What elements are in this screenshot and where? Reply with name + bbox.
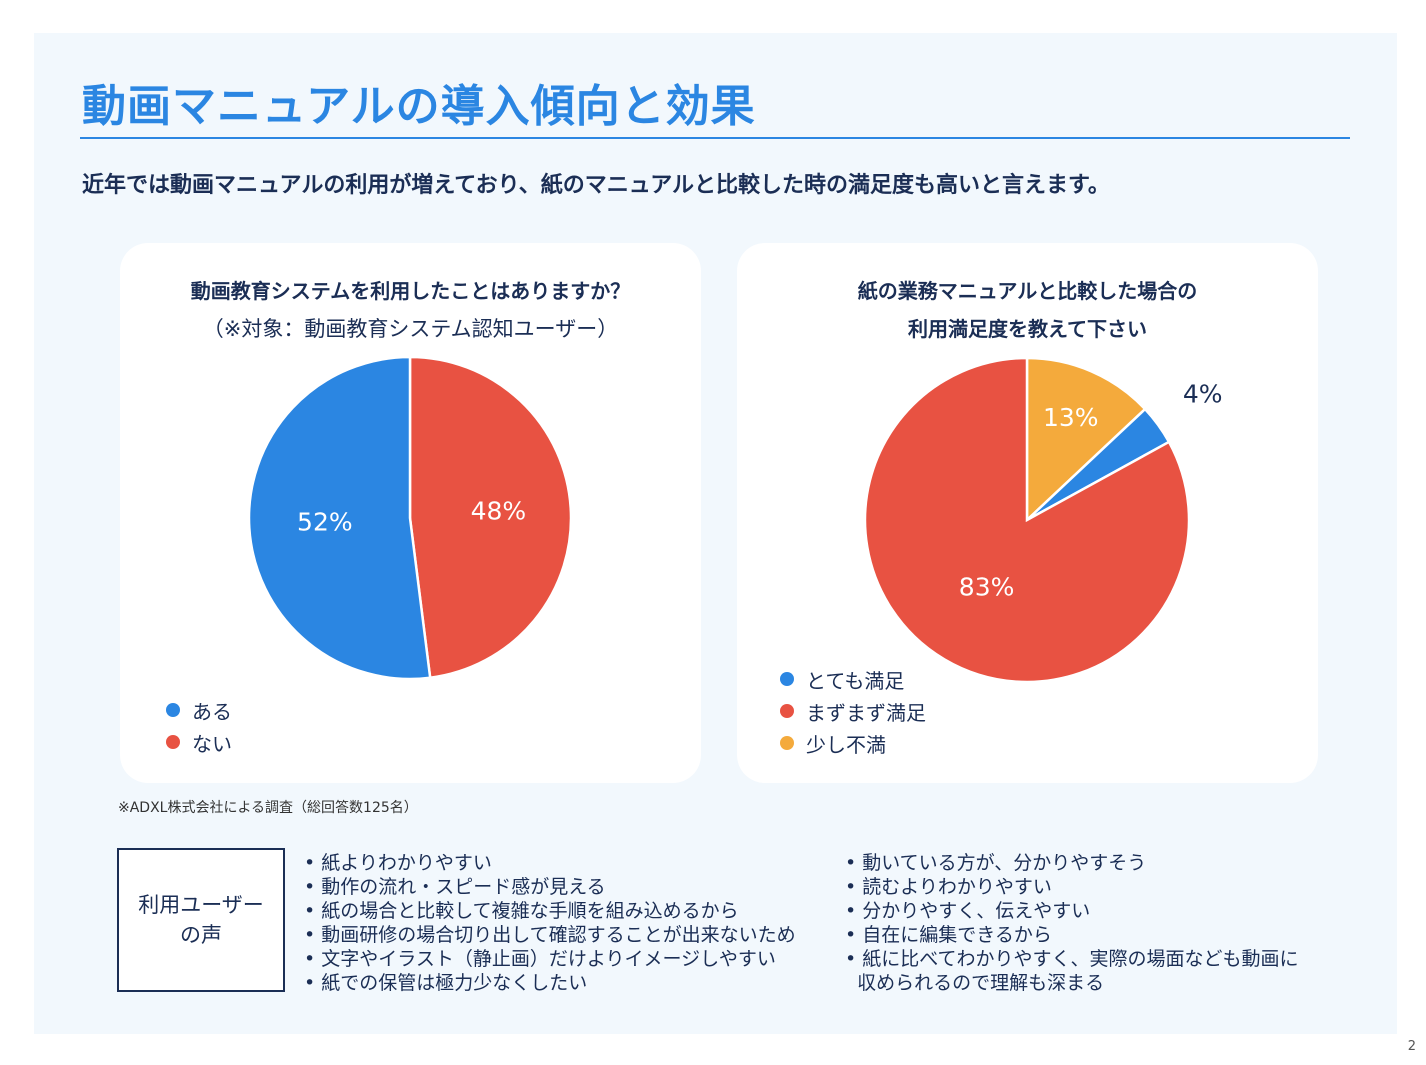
voice-item: 動いている方が、分かりやすそう bbox=[845, 851, 1299, 875]
pie-slice bbox=[247, 355, 432, 681]
legend-item: とても満足 bbox=[780, 663, 926, 695]
pie-data-label: 48% bbox=[471, 496, 527, 525]
legend-marker bbox=[166, 735, 180, 749]
source-note: ※ADXL株式会社による調査（総回答数125名） bbox=[118, 800, 418, 816]
pie-data-label: 52% bbox=[297, 507, 353, 536]
user-voices-label-line: の声 bbox=[180, 923, 222, 947]
legend-item: 少し不満 bbox=[780, 727, 926, 759]
pie-data-label: 4% bbox=[1183, 379, 1223, 408]
user-voices-list-right: 動いている方が、分かりやすそう 読むよりわかりやすい 分かりやすく、伝えやすい … bbox=[845, 851, 1299, 995]
usage-pie-chart: 48% 52% bbox=[247, 355, 573, 681]
voice-item-continued: 収められるので理解も深まる bbox=[857, 972, 1105, 994]
usage-legend: ある ない bbox=[166, 694, 232, 758]
pie-slice bbox=[863, 356, 1191, 684]
legend-item: ない bbox=[166, 726, 232, 758]
pie-slice bbox=[408, 355, 573, 680]
voice-item: 文字やイラスト（静止画）だけよりイメージしやすい bbox=[304, 947, 796, 971]
satisfaction-legend: とても満足 まずまず満足 少し不満 bbox=[780, 663, 926, 759]
legend-marker bbox=[780, 736, 794, 750]
satisfaction-pie-chart: 13% 4% 83% bbox=[863, 356, 1223, 684]
chart-card-usage: 動画教育システムを利用したことはありますか？ （※対象：動画教育システム認知ユー… bbox=[120, 243, 701, 783]
legend-marker bbox=[780, 704, 794, 718]
chart-card-satisfaction: 紙の業務マニュアルと比較した場合の 利用満足度を教えて下さい 13% 4% 83% … bbox=[737, 243, 1318, 783]
voice-item: 読むよりわかりやすい bbox=[845, 875, 1299, 899]
legend-marker bbox=[780, 672, 794, 686]
legend-item: まずまず満足 bbox=[780, 695, 926, 727]
voice-item: 動作の流れ・スピード感が見える bbox=[304, 875, 796, 899]
voice-item: 紙に比べてわかりやすく、実際の場面なども動画に bbox=[845, 947, 1298, 971]
user-voices-label: 利用ユーザー の声 bbox=[117, 848, 285, 992]
chart-title-line-2: 利用満足度を教えて下さい bbox=[908, 317, 1147, 341]
user-voices-label-line: 利用ユーザー bbox=[138, 892, 264, 917]
chart-title-line-1: 紙の業務マニュアルと比較した場合の bbox=[857, 279, 1198, 303]
title-underline bbox=[80, 137, 1350, 139]
legend-marker bbox=[166, 703, 180, 717]
chart-title: 動画教育システムを利用したことはありますか？ bbox=[190, 279, 631, 303]
voice-item: 動画研修の場合切り出して確認することが出来ないため bbox=[304, 923, 795, 947]
page-subtitle: 近年では動画マニュアルの利用が増えており、紙のマニュアルと比較した時の満足度も高… bbox=[82, 173, 1110, 198]
voice-item: 紙よりわかりやすい bbox=[304, 851, 796, 875]
chart-subtitle: （※対象：動画教育システム認知ユーザー） bbox=[202, 317, 619, 341]
legend-label: ある bbox=[192, 699, 232, 724]
user-voices-list-left: 紙よりわかりやすい 動作の流れ・スピード感が見える 紙の場合と比較して複雑な手順… bbox=[304, 851, 796, 995]
pie-data-label: 13% bbox=[1043, 403, 1099, 432]
legend-label: 少し不満 bbox=[806, 732, 886, 757]
voice-item: 自在に編集できるから bbox=[845, 923, 1299, 947]
voice-item: 分かりやすく、伝えやすい bbox=[845, 899, 1299, 923]
legend-label: ない bbox=[192, 731, 232, 756]
page-number: 2 bbox=[1407, 1039, 1416, 1054]
legend-label: まずまず満足 bbox=[806, 700, 926, 725]
voice-item: 紙の場合と比較して複雑な手順を組み込めるから bbox=[304, 899, 796, 923]
page-title: 動画マニュアルの導入傾向と効果 bbox=[82, 81, 756, 132]
legend-label: とても満足 bbox=[806, 668, 905, 693]
pie-data-label: 83% bbox=[959, 572, 1015, 601]
pie-slice bbox=[1025, 356, 1147, 523]
legend-item: ある bbox=[166, 694, 232, 726]
voice-item: 紙での保管は極力少なくしたい bbox=[304, 971, 796, 995]
